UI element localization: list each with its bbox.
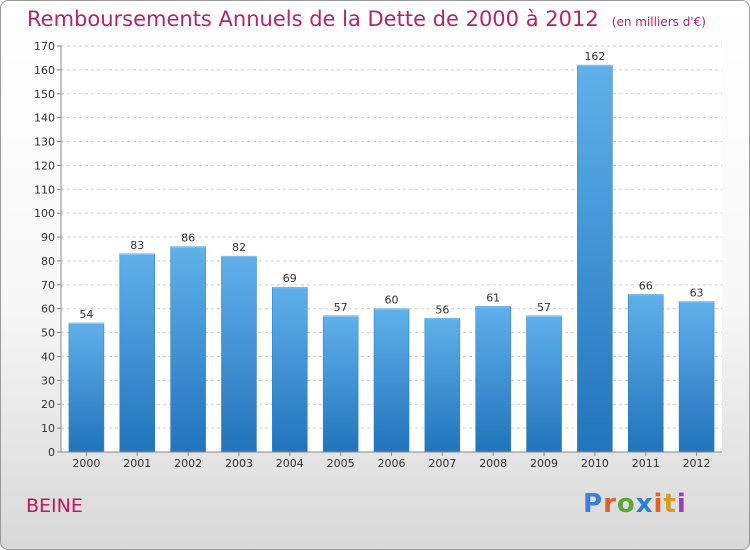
logo-letter: i xyxy=(676,489,687,519)
logo-letter: r xyxy=(603,489,617,519)
y-tick-label: 160 xyxy=(34,64,55,77)
data-label: 56 xyxy=(435,303,449,316)
bar-2002 xyxy=(170,246,206,453)
y-tick-label: 20 xyxy=(41,398,55,411)
x-tick-label: 2006 xyxy=(378,457,406,470)
x-tick-label: 2001 xyxy=(123,457,151,470)
data-label: 61 xyxy=(486,291,500,304)
bar-2001 xyxy=(119,253,156,453)
x-tick-label: 2009 xyxy=(530,457,558,470)
x-tick-label: 2008 xyxy=(479,457,507,470)
x-tick-label: 2000 xyxy=(72,457,100,470)
x-tick-label: 2002 xyxy=(174,457,202,470)
y-tick-label: 70 xyxy=(41,279,55,292)
bar-2005 xyxy=(322,315,359,453)
logo-letter: x xyxy=(635,489,654,519)
y-tick-label: 80 xyxy=(41,255,55,268)
logo-letter: o xyxy=(616,489,636,519)
bar-2003 xyxy=(221,255,257,453)
data-label: 69 xyxy=(283,272,297,285)
data-label: 57 xyxy=(334,301,348,314)
y-tick-label: 150 xyxy=(34,88,55,101)
data-label: 60 xyxy=(385,294,399,307)
y-tick-label: 140 xyxy=(34,112,55,125)
data-label: 83 xyxy=(130,239,144,252)
y-tick-label: 170 xyxy=(34,40,55,53)
bar-2011 xyxy=(627,294,664,453)
y-tick-label: 110 xyxy=(34,183,55,196)
x-tick-label: 2012 xyxy=(683,457,711,470)
data-label: 162 xyxy=(584,50,605,63)
data-label: 86 xyxy=(181,232,195,245)
y-tick-label: 120 xyxy=(34,159,55,172)
x-tick-label: 2005 xyxy=(327,457,355,470)
x-tick-label: 2003 xyxy=(225,457,253,470)
data-label: 82 xyxy=(232,241,246,254)
chart-title-unit: (en milliers d'€) xyxy=(611,15,706,29)
y-tick-label: 30 xyxy=(41,374,55,387)
logo-letter: i xyxy=(653,489,664,519)
y-tick-label: 130 xyxy=(34,136,55,149)
data-label: 63 xyxy=(690,287,704,300)
y-tick-label: 90 xyxy=(41,231,55,244)
x-tick-label: 2010 xyxy=(581,457,609,470)
bar-2000 xyxy=(68,322,105,453)
y-tick-label: 40 xyxy=(41,350,55,363)
commune-name: BEINE xyxy=(26,495,83,517)
bar-2004 xyxy=(272,286,308,453)
bar-2012 xyxy=(678,301,715,453)
x-tick-label: 2004 xyxy=(276,457,304,470)
proxiti-logo: Proxiti xyxy=(583,489,687,519)
y-tick-label: 10 xyxy=(41,422,55,435)
y-tick-label: 50 xyxy=(41,327,55,340)
x-tick-label: 2011 xyxy=(632,457,660,470)
bar-2010 xyxy=(577,64,613,453)
bar-2009 xyxy=(526,315,562,453)
logo-letter: P xyxy=(583,489,604,519)
data-label: 54 xyxy=(79,308,93,321)
y-tick-label: 60 xyxy=(41,303,55,316)
bar-2008 xyxy=(475,306,511,453)
bar-2007 xyxy=(424,318,461,453)
chart-title: Remboursements Annuels de la Dette de 20… xyxy=(27,7,706,31)
y-tick-label: 0 xyxy=(48,446,55,459)
data-label: 66 xyxy=(639,279,653,292)
data-label: 57 xyxy=(537,301,551,314)
y-tick-label: 100 xyxy=(34,207,55,220)
x-tick-label: 2007 xyxy=(428,457,456,470)
bar-2006 xyxy=(373,308,410,453)
chart-title-main: Remboursements Annuels de la Dette de 20… xyxy=(27,7,599,31)
logo-letter: t xyxy=(663,489,677,519)
